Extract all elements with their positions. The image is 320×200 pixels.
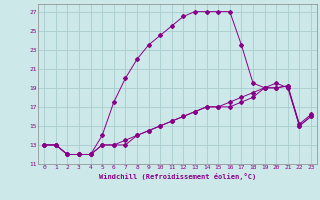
X-axis label: Windchill (Refroidissement éolien,°C): Windchill (Refroidissement éolien,°C): [99, 173, 256, 180]
